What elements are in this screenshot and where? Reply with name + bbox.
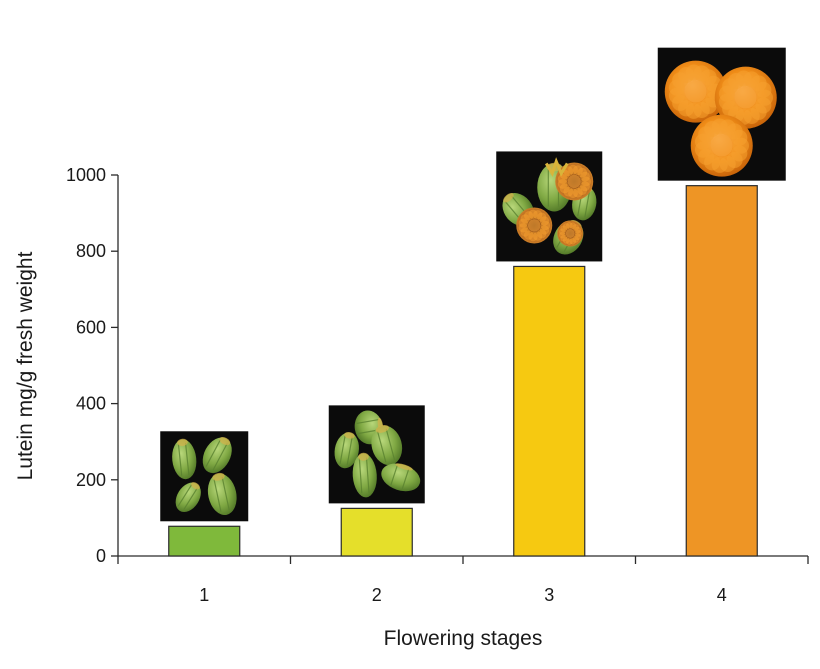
swelling-buds-photo [328,405,425,504]
bars-group [168,185,758,557]
bar-stage-3 [513,265,586,557]
y-axis-ticks: 0 200 400 600 800 1000 [66,165,118,566]
x-tick-label: 4 [717,585,727,605]
y-tick-label: 200 [76,470,106,490]
bar-stage-2 [340,507,413,557]
y-tick-label: 400 [76,394,106,414]
bar-stage-4 [685,185,758,557]
y-tick-label: 800 [76,241,106,261]
y-axis-title: Lutein mg/g fresh weight [14,251,37,480]
y-tick-label: 600 [76,317,106,337]
bar-stage-1 [168,525,241,557]
x-tick-label: 2 [372,585,382,605]
x-axis-ticks: 1 2 3 4 [117,556,809,605]
x-tick-label: 1 [199,585,209,605]
x-tick-label: 3 [544,585,554,605]
opening-flowers-photo [496,151,603,262]
flower-photos [160,47,786,522]
y-tick-label: 1000 [66,165,106,185]
full-bloom-marigolds-photo [657,47,786,181]
plot-area: 0 200 400 600 800 1000 1 2 3 4 [66,47,809,605]
y-tick-label: 0 [96,546,106,566]
green-buds-photo [160,431,249,522]
x-axis-title: Flowering stages [384,627,543,650]
